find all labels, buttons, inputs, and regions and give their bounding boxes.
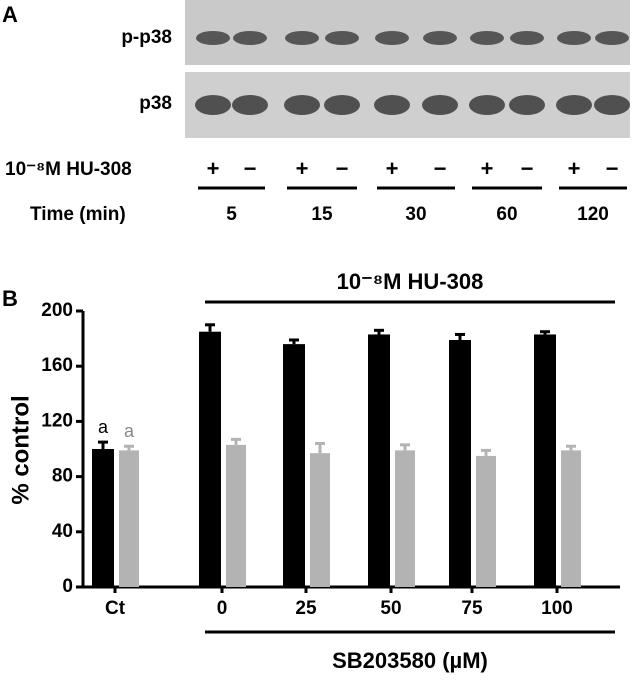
x-tick-label: 100 xyxy=(541,598,573,619)
row-label: p-p38 xyxy=(121,27,172,48)
sign: − xyxy=(606,156,619,181)
band xyxy=(557,31,591,45)
time: 30 xyxy=(405,204,426,225)
band xyxy=(196,31,230,45)
bar xyxy=(226,444,246,587)
band xyxy=(594,95,630,115)
sign: − xyxy=(336,156,349,181)
x-tick-label: 50 xyxy=(380,598,401,619)
bar xyxy=(534,334,556,587)
significance-label: a xyxy=(98,417,109,437)
bar xyxy=(119,450,139,587)
band xyxy=(509,95,545,115)
panel-label: B xyxy=(2,286,18,311)
y-tick-label: 40 xyxy=(52,521,73,542)
bar xyxy=(368,334,390,587)
header: 10⁻⁸M HU-308 xyxy=(337,269,484,294)
x-tick-label: 0 xyxy=(217,598,228,619)
y-tick-label: 80 xyxy=(52,466,73,487)
treatment-label: 10⁻⁸M HU-308 xyxy=(5,159,132,180)
x-tick-label: 25 xyxy=(295,598,317,619)
band xyxy=(233,31,267,45)
bar xyxy=(561,450,581,587)
band xyxy=(374,95,410,115)
band xyxy=(325,31,359,45)
band xyxy=(324,95,360,115)
panel-label: A xyxy=(2,2,18,27)
y-tick-label: 160 xyxy=(41,355,73,376)
bar xyxy=(92,449,114,587)
x-tick-label: Ct xyxy=(105,598,126,619)
time: 60 xyxy=(496,204,517,225)
sign: + xyxy=(386,156,399,181)
band xyxy=(469,95,505,115)
band xyxy=(195,95,231,115)
y-tick-label: 120 xyxy=(41,410,73,431)
bar xyxy=(449,339,471,587)
time: 5 xyxy=(226,204,237,225)
sign: + xyxy=(568,156,581,181)
time: 15 xyxy=(311,204,333,225)
significance-label: a xyxy=(124,421,135,441)
sign: + xyxy=(207,156,220,181)
band xyxy=(556,95,592,115)
sign: − xyxy=(521,156,534,181)
bar xyxy=(476,455,496,587)
band xyxy=(595,31,629,45)
bar xyxy=(395,450,415,587)
y-tick-label: 200 xyxy=(41,300,73,321)
y-tick-label: 0 xyxy=(62,576,73,597)
band xyxy=(285,31,319,45)
band xyxy=(422,95,458,115)
sign: − xyxy=(244,156,257,181)
y-axis-title: % control xyxy=(7,395,34,504)
x-axis-title: SB203580 (µM) xyxy=(332,648,488,673)
bar xyxy=(310,453,330,587)
sign: + xyxy=(481,156,494,181)
band xyxy=(375,31,409,45)
bar xyxy=(283,344,305,587)
time-label: Time (min) xyxy=(30,204,126,225)
band xyxy=(470,31,504,45)
band xyxy=(232,95,268,115)
bar xyxy=(199,331,221,587)
sign: − xyxy=(434,156,447,181)
band xyxy=(284,95,320,115)
sign: + xyxy=(296,156,309,181)
band xyxy=(510,31,544,45)
band xyxy=(423,31,457,45)
row-label: p38 xyxy=(139,93,172,114)
x-tick-label: 75 xyxy=(461,598,483,619)
time: 120 xyxy=(577,204,609,225)
